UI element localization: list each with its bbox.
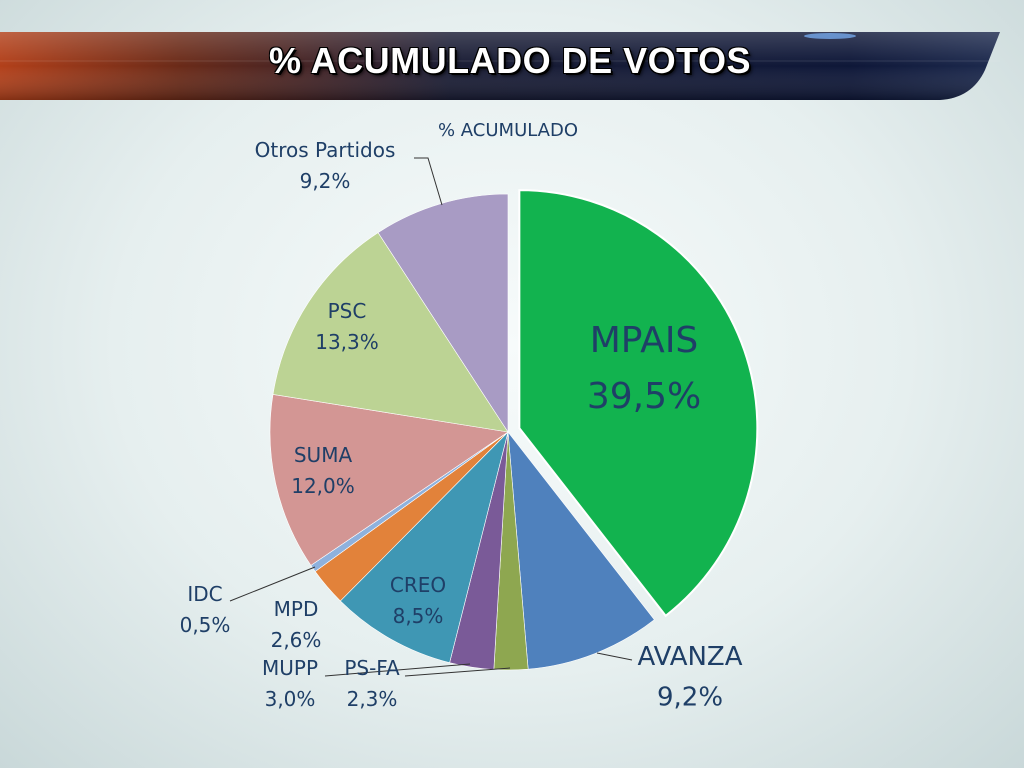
slice-value-avanza: 9,2%	[657, 682, 723, 712]
slice-label-otros-partidos: Otros Partidos	[255, 138, 396, 162]
leader-line-mupp	[324, 663, 471, 677]
slice-value-otros-partidos: 9,2%	[300, 169, 351, 193]
slice-label-idc: IDC	[187, 582, 222, 606]
title-banner	[0, 32, 1000, 100]
slice-value-ps-fa: 2,3%	[347, 687, 398, 711]
slice-label-creo: CREO	[390, 573, 446, 597]
slice-label-ps-fa: PS-FA	[344, 656, 400, 680]
slice-label-suma: SUMA	[294, 443, 353, 467]
slice-label-mpd: MPD	[274, 597, 319, 621]
chart-title: % ACUMULADO	[438, 120, 578, 141]
pie-slice-psc	[272, 232, 509, 433]
slice-label-psc: PSC	[328, 299, 367, 323]
slice-label-mupp: MUPP	[262, 656, 318, 680]
slice-label-mpais: MPAIS	[590, 320, 699, 361]
slice-label-avanza: AVANZA	[637, 642, 742, 672]
slice-value-psc: 13,3%	[315, 330, 379, 354]
pie-slice-creo	[339, 431, 509, 664]
leader-line-ps-fa	[404, 667, 511, 677]
leader-line-avanza	[596, 652, 633, 661]
slice-value-creo: 8,5%	[393, 604, 444, 628]
leader-line-otros-partidos	[414, 157, 443, 206]
slice-value-suma: 12,0%	[291, 474, 355, 498]
pie-slice-otros-partidos	[377, 193, 509, 434]
leader-line-idc	[229, 566, 316, 602]
pie-slice-mpais	[518, 189, 759, 618]
slice-value-idc: 0,5%	[180, 613, 231, 637]
pie-slice-avanza	[507, 431, 655, 670]
pie-slice-suma	[269, 394, 509, 566]
slice-value-mpd: 2,6%	[271, 628, 322, 652]
page-title: % ACUMULADO DE VOTOS	[268, 40, 752, 81]
slice-value-mupp: 3,0%	[265, 687, 316, 711]
slice-value-mpais: 39,5%	[587, 376, 701, 417]
